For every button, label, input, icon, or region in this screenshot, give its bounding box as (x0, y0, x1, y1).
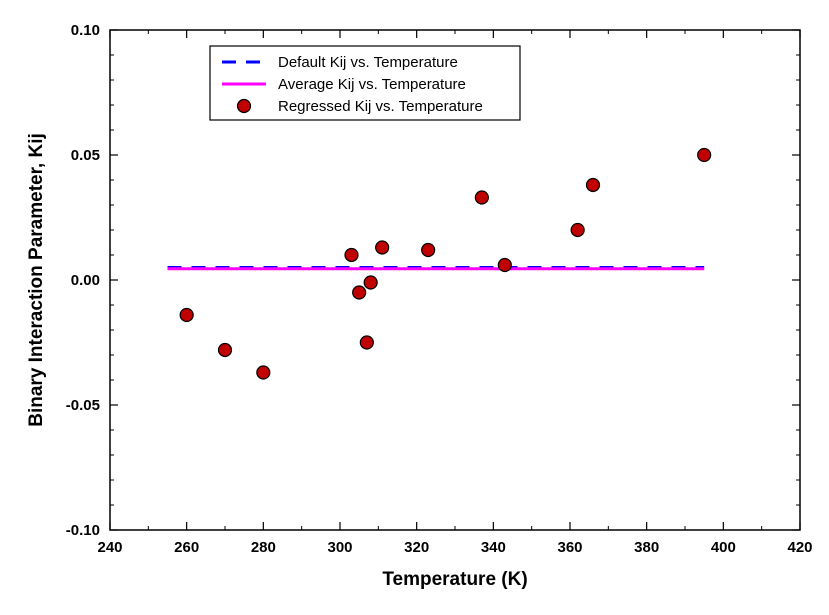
x-axis-tick-label: 300 (327, 539, 352, 556)
data-point (360, 336, 373, 349)
legend-label: Default Kij vs. Temperature (278, 54, 458, 71)
y-axis-tick-label: 0.00 (71, 272, 100, 289)
legend: Default Kij vs. Temperature Average Kij v… (210, 46, 520, 120)
x-axis-tick-label: 380 (634, 539, 659, 556)
y-axis-tick-label: -0.10 (66, 522, 100, 539)
x-axis-title: Temperature (K) (382, 569, 527, 590)
data-point (364, 276, 377, 289)
y-axis-tick-label: 0.10 (71, 22, 100, 39)
x-axis-tick-label: 240 (97, 539, 122, 556)
data-point (698, 149, 711, 162)
x-axis-tick-label: 400 (711, 539, 736, 556)
data-point (180, 309, 193, 322)
x-axis-tick-label: 360 (557, 539, 582, 556)
data-point (353, 286, 366, 299)
chart-container: 240 260 280 300 320 340 360 380 400 420 Temperatur… (0, 0, 829, 615)
data-point (257, 366, 270, 379)
data-point (498, 259, 511, 272)
data-point (345, 249, 358, 262)
data-point (571, 224, 584, 237)
y-axis-tick-label: 0.05 (71, 147, 100, 164)
legend-label: Average Kij vs. Temperature (278, 76, 466, 93)
x-axis-tick-label: 320 (404, 539, 429, 556)
x-axis-tick-label: 340 (481, 539, 506, 556)
legend-label: Regressed Kij vs. Temperature (278, 98, 483, 115)
y-axis-title: Binary Interaction Parameter, Kij (26, 133, 47, 427)
data-point (219, 344, 232, 357)
data-point (422, 244, 435, 257)
y-axis-tick-label: -0.05 (66, 397, 100, 414)
legend-swatch-marker (238, 100, 251, 113)
data-point (475, 191, 488, 204)
data-point (376, 241, 389, 254)
scatter-chart: 240 260 280 300 320 340 360 380 400 420 Temperatur… (0, 0, 829, 615)
x-axis-tick-label: 420 (787, 539, 812, 556)
x-axis-tick-label: 260 (174, 539, 199, 556)
x-axis-tick-label: 280 (251, 539, 276, 556)
data-point (587, 179, 600, 192)
